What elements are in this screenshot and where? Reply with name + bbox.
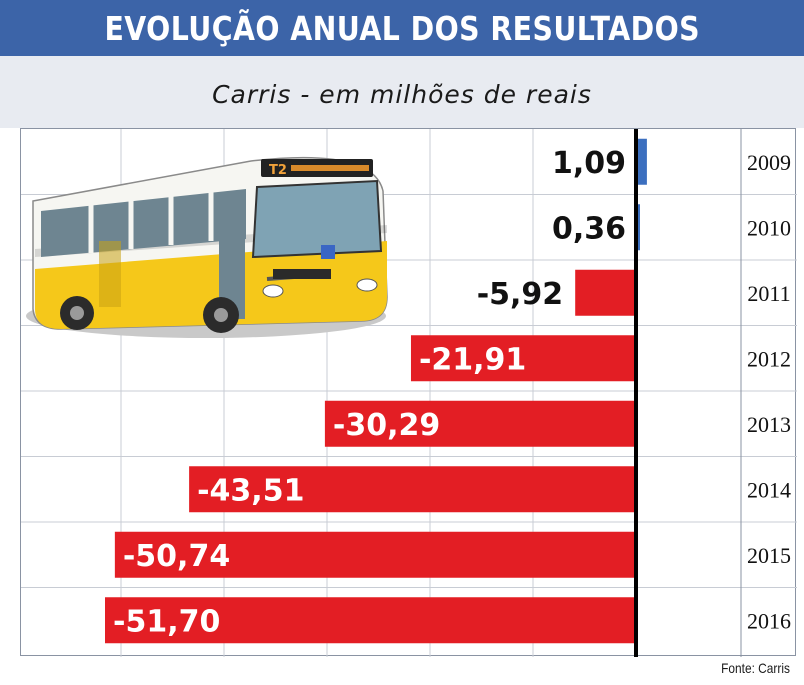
bar-2009 — [636, 138, 647, 185]
year-label-2012: 2012 — [747, 346, 791, 371]
bus-illustration: T2 — [26, 156, 388, 338]
bar-2014 — [189, 466, 636, 513]
year-label-2016: 2016 — [747, 608, 791, 633]
data-label-2009: 1,09 — [552, 146, 626, 181]
bar-2013 — [324, 400, 636, 447]
data-label-2014: -43,51 — [197, 473, 304, 508]
chart-header: EVOLUÇÃO ANUAL DOS RESULTADOS — [0, 0, 804, 56]
bus-icon: T2 — [32, 156, 388, 333]
data-label-2012: -21,91 — [419, 342, 526, 377]
year-label-2013: 2013 — [747, 412, 791, 437]
data-label-2010: 0,36 — [552, 211, 626, 246]
bar-2012 — [410, 335, 636, 382]
year-label-2014: 2014 — [747, 477, 791, 502]
bar-2011 — [575, 269, 636, 316]
data-label-2013: -30,29 — [333, 408, 440, 443]
year-label-2015: 2015 — [747, 543, 791, 568]
source-note: Fonte: Carris — [721, 660, 790, 676]
bars — [105, 138, 647, 644]
route-sign: T2 — [269, 163, 287, 178]
data-label-2016: -51,70 — [113, 604, 220, 639]
year-label-2010: 2010 — [747, 215, 791, 240]
year-label-2009: 2009 — [747, 150, 791, 175]
chart-title: EVOLUÇÃO ANUAL DOS RESULTADOS — [104, 8, 700, 48]
bar-2016 — [105, 597, 636, 644]
labels: 1,09 2009 0,36 2010 -5,92 2011 -21,91 2012 -30,2… — [113, 146, 791, 640]
data-label-2011: -5,92 — [477, 277, 563, 312]
chart-area: T2 1,09 2009 0,36 2010 -5,92 2011 -21,91 2012 -3… — [20, 128, 797, 657]
subtitle-band — [0, 56, 804, 128]
year-label-2011: 2011 — [747, 281, 790, 306]
data-label-2015: -50,74 — [123, 539, 230, 574]
bar-chart: T2 1,09 2009 0,36 2010 -5,92 2011 -21,91 2012 -3… — [21, 129, 797, 657]
bar-2015 — [114, 531, 636, 578]
chart-subtitle: Carris - em milhões de reais — [212, 80, 592, 109]
